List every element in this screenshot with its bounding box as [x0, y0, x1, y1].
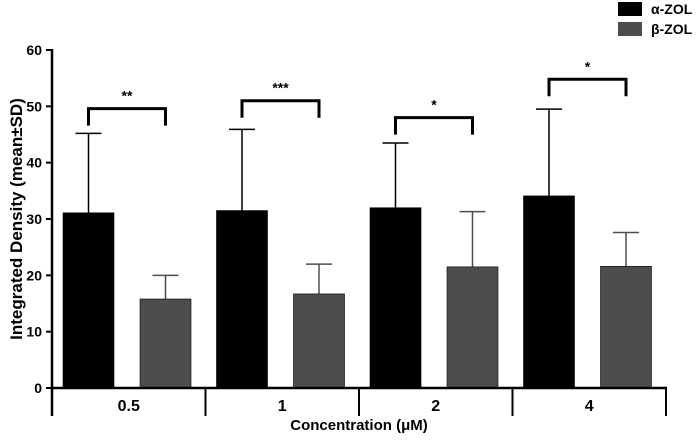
x-axis-label: Concentration (μM) — [290, 417, 428, 434]
bar-beta-0.5 — [139, 298, 192, 389]
y-tick-label: 20 — [26, 267, 42, 283]
bar-alpha-1 — [216, 210, 268, 389]
significance-label: * — [431, 97, 437, 113]
y-tick-label: 0 — [34, 380, 42, 396]
bar-beta-4 — [600, 266, 652, 389]
y-tick-label: 40 — [26, 155, 42, 171]
significance-label: ** — [122, 88, 133, 104]
significance-label: *** — [272, 80, 289, 96]
significance-bracket — [547, 77, 628, 97]
legend: α-ZOL β-ZOL — [618, 1, 693, 37]
significance-label: * — [585, 58, 591, 74]
y-tick-label: 30 — [26, 211, 42, 227]
x-tick-label: 2 — [431, 398, 440, 415]
significance-bracket — [394, 116, 474, 135]
x-tick-label: 1 — [278, 398, 287, 415]
legend-label: α-ZOL — [651, 1, 693, 17]
y-tick-label: 10 — [26, 324, 42, 340]
legend-swatch — [618, 2, 642, 16]
x-tick-label: 0.5 — [118, 398, 140, 415]
bar-alpha-4 — [523, 195, 575, 389]
bar-alpha-0.5 — [62, 212, 115, 389]
y-tick-label: 50 — [26, 98, 42, 114]
bar-alpha-2 — [369, 207, 422, 389]
y-axis-label: Integrated Density (mean±SD) — [7, 98, 26, 340]
significance-bracket — [87, 107, 167, 126]
legend-swatch — [618, 22, 642, 36]
x-tick-label: 4 — [585, 398, 594, 415]
y-tick-label: 60 — [26, 42, 42, 58]
significance-bracket — [240, 99, 321, 118]
legend-label: β-ZOL — [651, 21, 693, 37]
bar-beta-1 — [293, 293, 345, 389]
bar-beta-2 — [446, 266, 499, 389]
